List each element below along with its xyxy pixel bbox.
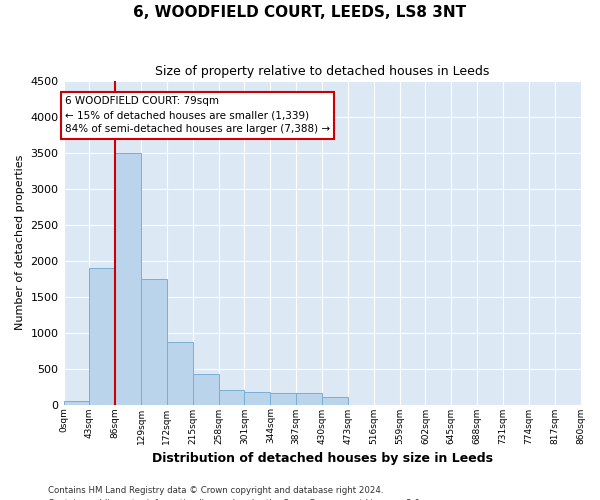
Bar <box>141 278 167 404</box>
Bar <box>271 393 296 404</box>
Y-axis label: Number of detached properties: Number of detached properties <box>15 155 25 330</box>
Bar <box>218 390 244 404</box>
Text: 6 WOODFIELD COURT: 79sqm
← 15% of detached houses are smaller (1,339)
84% of sem: 6 WOODFIELD COURT: 79sqm ← 15% of detach… <box>65 96 330 134</box>
Bar <box>244 392 271 404</box>
Bar <box>64 401 89 404</box>
Text: Contains public sector information licensed under the Open Government Licence v3: Contains public sector information licen… <box>48 498 422 500</box>
Bar <box>296 394 322 404</box>
Title: Size of property relative to detached houses in Leeds: Size of property relative to detached ho… <box>155 65 489 78</box>
X-axis label: Distribution of detached houses by size in Leeds: Distribution of detached houses by size … <box>152 452 493 465</box>
Bar <box>193 374 218 404</box>
Bar <box>115 152 141 404</box>
Bar <box>89 268 115 404</box>
Bar <box>167 342 193 404</box>
Text: 6, WOODFIELD COURT, LEEDS, LS8 3NT: 6, WOODFIELD COURT, LEEDS, LS8 3NT <box>133 5 467 20</box>
Text: Contains HM Land Registry data © Crown copyright and database right 2024.: Contains HM Land Registry data © Crown c… <box>48 486 383 495</box>
Bar <box>322 398 348 404</box>
